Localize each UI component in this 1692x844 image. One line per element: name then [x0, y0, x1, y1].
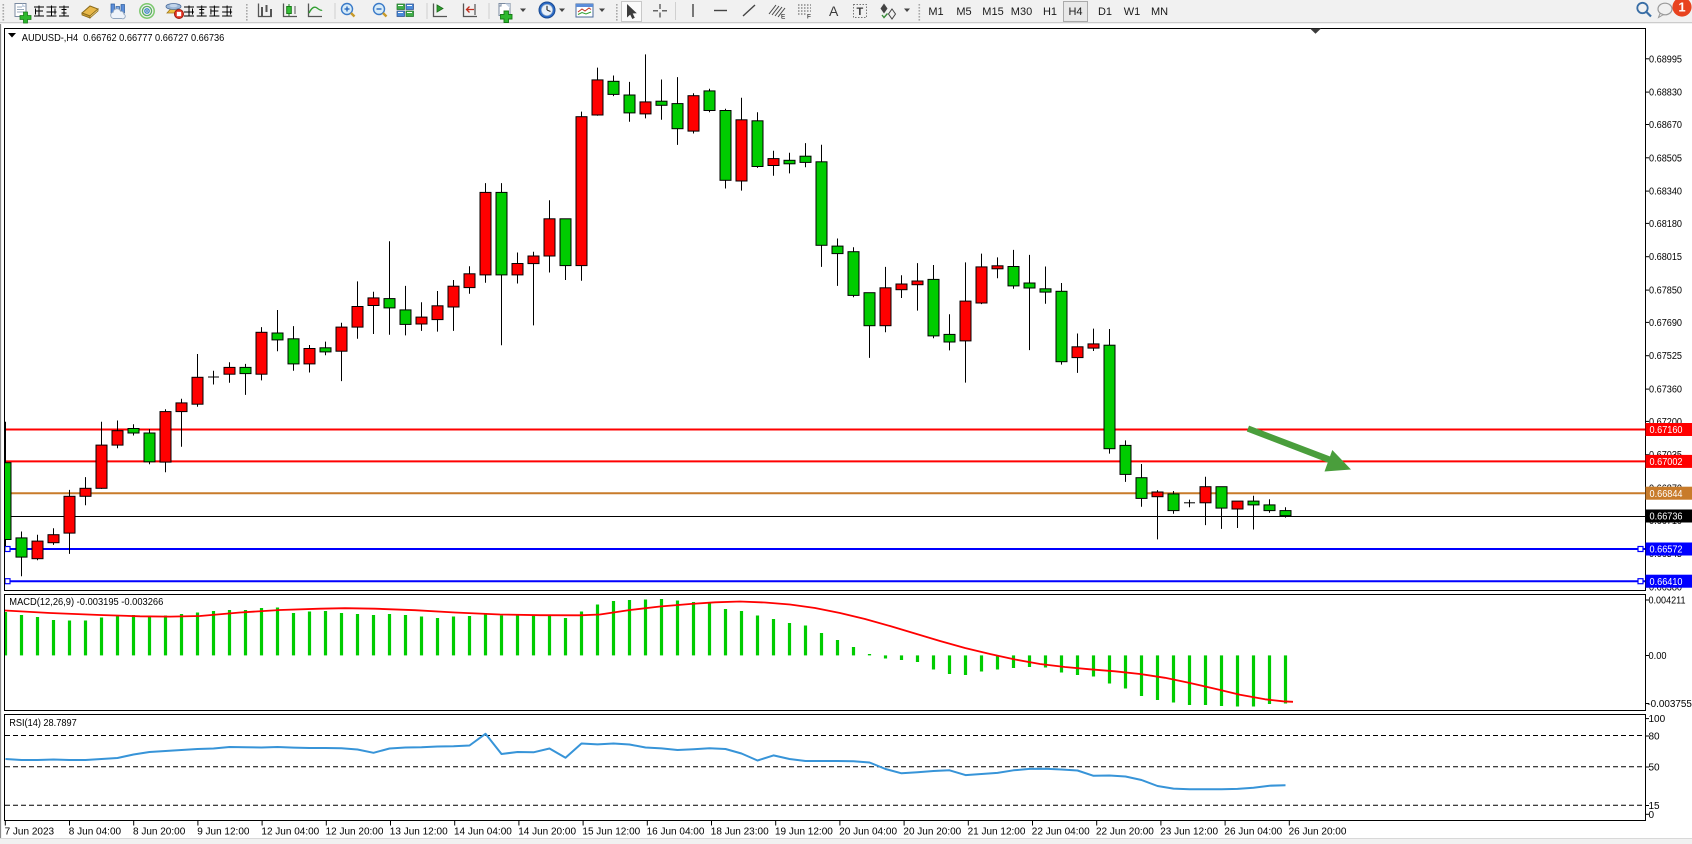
svg-text:M30: M30 [1011, 6, 1032, 18]
svg-text:0.67690: 0.67690 [1649, 318, 1682, 329]
svg-text:100: 100 [1649, 714, 1666, 725]
svg-text:A: A [829, 3, 839, 19]
svg-text:21 Jun 12:00: 21 Jun 12:00 [968, 827, 1026, 838]
svg-text:0.67850: 0.67850 [1649, 286, 1682, 297]
svg-text:F: F [807, 14, 811, 21]
svg-text:H4: H4 [1068, 6, 1082, 18]
svg-text:19 Jun 12:00: 19 Jun 12:00 [775, 827, 833, 838]
svg-text:M5: M5 [956, 6, 971, 18]
svg-text:0.68180: 0.68180 [1649, 219, 1682, 230]
svg-text:12 Jun 20:00: 12 Jun 20:00 [326, 827, 384, 838]
svg-text:14 Jun 20:00: 14 Jun 20:00 [518, 827, 576, 838]
svg-text:0.68995: 0.68995 [1649, 54, 1682, 65]
svg-text:0.004211: 0.004211 [1649, 596, 1686, 607]
svg-text:50: 50 [1649, 763, 1661, 774]
svg-text:1: 1 [1678, 0, 1685, 15]
svg-text:16 Jun 04:00: 16 Jun 04:00 [647, 827, 705, 838]
svg-text:0.66410: 0.66410 [1650, 577, 1683, 588]
svg-text:26 Jun 20:00: 26 Jun 20:00 [1289, 827, 1347, 838]
svg-text:7 Jun 2023: 7 Jun 2023 [5, 827, 55, 838]
svg-text:15 Jun 12:00: 15 Jun 12:00 [582, 827, 640, 838]
svg-text:E: E [781, 14, 786, 21]
svg-text:23 Jun 12:00: 23 Jun 12:00 [1160, 827, 1218, 838]
svg-text:12 Jun 04:00: 12 Jun 04:00 [261, 827, 319, 838]
svg-text:0.66572: 0.66572 [1650, 545, 1683, 556]
svg-text:13 Jun 12:00: 13 Jun 12:00 [390, 827, 448, 838]
svg-text:0.67525: 0.67525 [1649, 351, 1682, 362]
svg-text:0.68670: 0.68670 [1649, 120, 1682, 131]
svg-text:AUDUSD-,H4 0.66762 0.66777 0.: AUDUSD-,H4 0.66762 0.66777 0.66727 0.667… [22, 32, 225, 44]
svg-text:0: 0 [1649, 810, 1655, 821]
svg-text:14 Jun 04:00: 14 Jun 04:00 [454, 827, 512, 838]
svg-text:H1: H1 [1043, 6, 1057, 18]
svg-text:MACD(12,26,9) -0.003195 -0.003: MACD(12,26,9) -0.003195 -0.003266 [9, 597, 163, 608]
svg-text:W1: W1 [1124, 6, 1141, 18]
svg-text:RSI(14) 28.7897: RSI(14) 28.7897 [9, 718, 77, 729]
svg-text:18 Jun 23:00: 18 Jun 23:00 [711, 827, 769, 838]
svg-text:9 Jun 12:00: 9 Jun 12:00 [197, 827, 250, 838]
svg-text:0.68830: 0.68830 [1649, 88, 1682, 99]
svg-text:80: 80 [1649, 732, 1661, 743]
svg-text:0.67360: 0.67360 [1649, 385, 1682, 396]
svg-text:15: 15 [1649, 801, 1661, 812]
svg-text:20 Jun 04:00: 20 Jun 04:00 [839, 827, 897, 838]
svg-text:M15: M15 [982, 6, 1003, 18]
svg-text:0.68340: 0.68340 [1649, 187, 1682, 198]
svg-text:0.67160: 0.67160 [1650, 425, 1683, 436]
svg-text:20 Jun 20:00: 20 Jun 20:00 [903, 827, 961, 838]
svg-text:0.67002: 0.67002 [1650, 457, 1683, 468]
svg-text:22 Jun 04:00: 22 Jun 04:00 [1032, 827, 1090, 838]
svg-text:0.68505: 0.68505 [1649, 153, 1682, 164]
svg-text:0.67200: 0.67200 [1649, 417, 1682, 428]
svg-text:22 Jun 20:00: 22 Jun 20:00 [1096, 827, 1154, 838]
svg-text:26 Jun 04:00: 26 Jun 04:00 [1224, 827, 1282, 838]
svg-text:M1: M1 [928, 6, 943, 18]
svg-text:8 Jun 20:00: 8 Jun 20:00 [133, 827, 186, 838]
svg-text:-0.003755: -0.003755 [1647, 699, 1692, 710]
svg-text:0.68015: 0.68015 [1649, 252, 1682, 263]
svg-text:MN: MN [1151, 6, 1168, 18]
svg-text:D1: D1 [1098, 6, 1112, 18]
svg-text:0.66380: 0.66380 [1649, 583, 1682, 594]
svg-text:T: T [857, 6, 864, 18]
svg-text:0.66844: 0.66844 [1650, 489, 1683, 500]
svg-text:0.66736: 0.66736 [1650, 512, 1683, 523]
svg-text:0.00: 0.00 [1649, 651, 1667, 662]
svg-text:8 Jun 04:00: 8 Jun 04:00 [69, 827, 122, 838]
